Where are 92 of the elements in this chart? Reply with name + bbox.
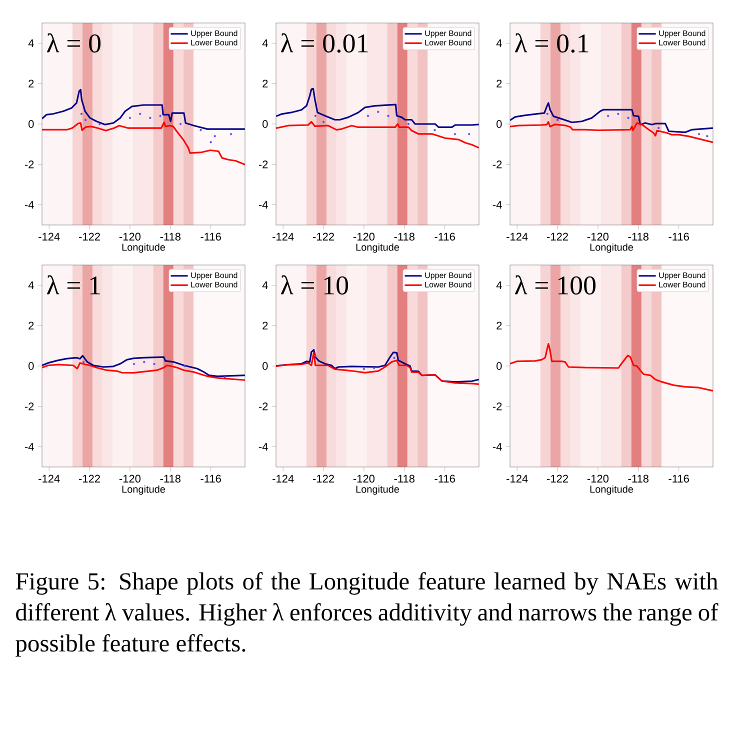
legend-label: Upper Bound: [659, 30, 706, 38]
legend-label: Lower Bound: [425, 282, 472, 288]
chart-title: λ = 100: [514, 275, 596, 295]
x-tick-label: -118: [628, 474, 649, 483]
chart-title: λ = 0.01: [280, 33, 368, 53]
x-tick-label: -124: [506, 232, 528, 240]
x-tick-label: -120: [119, 232, 141, 241]
y-tick-label: 4: [262, 39, 268, 47]
x-tick-label: -122: [313, 474, 334, 482]
x-axis-title: Longitude: [590, 243, 634, 253]
x-tick-label: -120: [353, 474, 375, 483]
y-tick-label: 0: [262, 120, 268, 128]
chart-title: λ = 0.1: [514, 33, 588, 53]
line-series: [510, 121, 713, 144]
chart-title: λ = 1: [46, 275, 100, 294]
y-tick-label: -2: [258, 160, 268, 168]
y-tick-label: 0: [28, 120, 34, 128]
legend-label: Lower Bound: [191, 282, 238, 288]
x-tick-label: -118: [394, 232, 415, 241]
y-tick-label: -2: [258, 402, 268, 410]
legend-label: Lower Bound: [425, 40, 472, 46]
y-tick-label: -2: [24, 160, 34, 168]
y-tick-label: 4: [496, 39, 502, 47]
x-tick-label: -124: [506, 474, 528, 482]
y-tick-label: -4: [492, 201, 502, 209]
x-axis-title: Longitude: [122, 243, 166, 253]
line-series: [42, 354, 246, 378]
line-series: [42, 362, 246, 381]
x-tick-label: -118: [628, 232, 649, 241]
legend-label: Upper Bound: [191, 272, 238, 280]
x-tick-label: -124: [272, 474, 294, 482]
y-tick-label: 4: [28, 281, 34, 289]
x-tick-label: -118: [160, 232, 181, 241]
x-tick-label: -116: [668, 474, 689, 483]
y-tick-label: -4: [24, 201, 34, 209]
line-series: [42, 122, 246, 166]
x-tick-label: -118: [394, 474, 415, 483]
x-axis-title: Longitude: [356, 243, 400, 253]
caption: Figure 5: Shape plots of the Longitude feature learned by NAEs with different λ values. Higher λ enforces additivity and narrows the range of possible feature effects.: [16, 572, 718, 657]
y-tick-label: 4: [496, 281, 502, 289]
legend-label: Lower Bound: [659, 282, 706, 288]
legend-label: Upper Bound: [425, 272, 472, 280]
legend-label: Lower Bound: [191, 40, 238, 46]
legend-label: Upper Bound: [425, 30, 472, 38]
x-tick-label: -116: [434, 232, 455, 241]
y-tick-label: -4: [258, 201, 268, 209]
line-series: [276, 120, 480, 149]
x-tick-label: -120: [119, 474, 141, 483]
y-tick-label: 0: [496, 120, 502, 128]
chart-title: λ = 0: [46, 33, 101, 53]
chart-title: λ = 10: [280, 275, 348, 295]
x-axis-title: Longitude: [356, 485, 400, 495]
x-tick-label: -124: [38, 474, 60, 482]
x-axis-title: Longitude: [590, 485, 634, 495]
y-tick-label: 2: [262, 322, 268, 330]
x-tick-label: -116: [200, 232, 221, 241]
line-series: [510, 102, 713, 134]
y-tick-label: -2: [492, 160, 502, 168]
y-tick-label: 0: [28, 362, 34, 370]
x-tick-label: -116: [200, 474, 221, 483]
y-tick-label: -4: [492, 443, 502, 451]
y-tick-label: 2: [262, 80, 268, 88]
x-tick-label: -120: [353, 232, 375, 241]
x-axis-title: Longitude: [122, 485, 166, 495]
line-series: [510, 342, 713, 392]
y-tick-label: 2: [496, 80, 502, 88]
y-tick-label: 2: [28, 322, 34, 330]
x-tick-label: -122: [546, 232, 568, 240]
x-tick-label: -124: [272, 232, 294, 240]
x-tick-label: -122: [313, 232, 334, 240]
y-tick-label: 4: [262, 281, 268, 289]
x-tick-label: -122: [79, 474, 100, 482]
legend-label: Upper Bound: [191, 30, 238, 38]
y-tick-label: 4: [28, 39, 34, 47]
x-tick-label: -120: [587, 232, 609, 241]
y-tick-label: 0: [262, 362, 268, 370]
y-tick-label: 0: [496, 362, 502, 370]
legend-label: Lower Bound: [659, 40, 706, 46]
legend-label: Upper Bound: [659, 272, 706, 280]
x-tick-label: -124: [38, 232, 60, 240]
y-tick-label: -2: [492, 402, 502, 410]
y-tick-label: 2: [28, 80, 34, 88]
y-tick-label: -4: [258, 443, 268, 451]
y-tick-label: -2: [24, 402, 34, 410]
x-tick-label: -118: [160, 474, 181, 483]
x-tick-label: -116: [668, 232, 689, 241]
x-tick-label: -116: [434, 474, 455, 483]
y-tick-label: 2: [496, 322, 502, 330]
x-tick-label: -122: [546, 474, 568, 482]
y-tick-label: -4: [24, 443, 34, 451]
x-tick-label: -122: [79, 232, 100, 240]
x-tick-label: -120: [587, 474, 609, 483]
